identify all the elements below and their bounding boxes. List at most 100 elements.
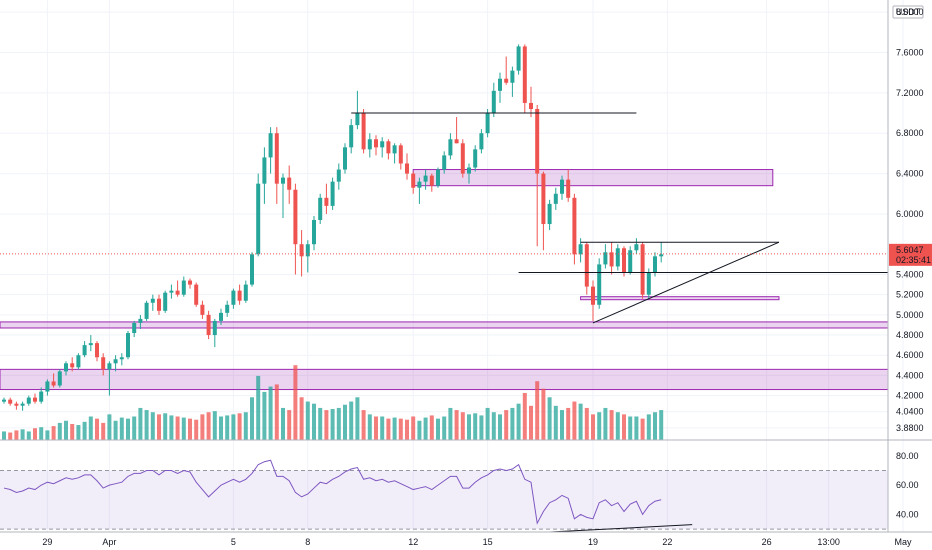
rsi-line <box>3 459 662 525</box>
price-tick-label: 4.0400 <box>896 407 924 417</box>
candle-body <box>76 355 81 368</box>
candle-body <box>64 363 68 372</box>
volume-bar <box>39 427 44 440</box>
candle-body <box>659 254 664 257</box>
candle-body <box>144 302 149 319</box>
volume-bar <box>82 421 87 440</box>
drawings <box>0 112 888 533</box>
candle-body <box>212 320 217 336</box>
volume-bar <box>578 403 583 440</box>
candle-body <box>262 157 267 184</box>
time-tick-label: 19 <box>588 537 598 547</box>
rsi-tick-label: 60.00 <box>896 480 919 490</box>
volume-bar <box>460 412 465 440</box>
volume-bar <box>529 405 533 440</box>
candle-body <box>8 399 13 404</box>
volume-bar <box>212 411 217 440</box>
candle-body <box>547 203 552 225</box>
candle-body <box>20 403 25 406</box>
volume-bar <box>584 407 589 440</box>
volume-bar <box>516 403 521 440</box>
candle-body <box>336 169 341 182</box>
volume-bar <box>622 414 626 440</box>
volume-bar <box>101 422 106 440</box>
currency-badge <box>892 5 924 19</box>
volume-bar <box>70 423 75 440</box>
volume-bar <box>45 430 50 440</box>
volume-bar <box>591 414 595 440</box>
volume-bar <box>194 419 199 440</box>
volume-bar <box>504 410 509 440</box>
volume-bar <box>305 401 310 440</box>
volume-bar <box>14 430 19 440</box>
volume-bar <box>572 401 577 440</box>
candle-body <box>219 312 223 321</box>
candle-body <box>417 181 422 188</box>
volume-bar <box>343 404 347 440</box>
candle-body <box>615 248 620 267</box>
volume-bar <box>374 416 378 440</box>
candle-body <box>516 46 521 71</box>
volume-bar <box>8 432 13 440</box>
grid <box>0 0 904 532</box>
candle-body <box>411 173 416 188</box>
candle-body <box>504 78 509 83</box>
volume-bar <box>367 414 372 440</box>
candle-body <box>609 252 614 267</box>
candle-body <box>355 113 360 126</box>
volume-bar <box>628 416 633 440</box>
volume-bar <box>250 397 254 440</box>
volume-bars <box>2 365 664 440</box>
candle-body <box>485 113 490 134</box>
volume-bar <box>268 386 273 440</box>
candle-body <box>442 155 447 170</box>
zones <box>0 169 889 391</box>
volume-bar <box>107 414 112 440</box>
volume-bar <box>473 413 478 440</box>
time-tick-label: 26 <box>762 537 772 547</box>
price-tick-label: 5.4000 <box>896 269 924 279</box>
volume-bar <box>200 414 205 440</box>
candle-body <box>628 250 633 273</box>
candle-body <box>448 139 453 156</box>
currency-label: USDT <box>896 7 921 17</box>
candle-body <box>119 357 124 360</box>
candle-body <box>138 318 143 323</box>
candle-body <box>175 290 180 295</box>
candle-body <box>82 345 87 356</box>
price-tick-label: 8.0000 <box>896 7 924 17</box>
candle-body <box>26 397 31 404</box>
volume-bar <box>113 420 118 440</box>
volume-bar <box>336 407 341 440</box>
candle-body <box>157 298 161 311</box>
volume-bar <box>361 410 366 440</box>
candle-body <box>591 286 595 305</box>
volume-bar <box>547 397 552 440</box>
rsi-tick-label: 80.00 <box>896 451 919 461</box>
current-price-label: 5.6047 <box>896 245 924 255</box>
candles <box>2 44 664 411</box>
volume-bar <box>33 428 37 440</box>
price-tick-label: 3.8800 <box>896 423 924 433</box>
time-tick-label: 13:00 <box>817 537 840 547</box>
candle-body <box>51 381 56 386</box>
candle-body <box>312 220 316 245</box>
candle-body <box>541 173 546 225</box>
candle-body <box>318 197 323 220</box>
candle-body <box>535 108 540 174</box>
candle-body <box>126 333 130 358</box>
candle-body <box>88 343 93 346</box>
candle-body <box>572 197 577 255</box>
time-tick-label: 8 <box>305 537 310 547</box>
candle-body <box>522 46 527 103</box>
volume-bar <box>243 412 248 440</box>
candle-body <box>460 143 465 174</box>
volume-bar <box>169 415 174 440</box>
volume-bar <box>522 392 527 440</box>
candle-body <box>454 139 459 144</box>
price-tick-label: 4.6000 <box>896 350 924 360</box>
volume-bar <box>640 418 645 440</box>
candle-body <box>640 244 645 295</box>
candle-body <box>188 280 192 285</box>
